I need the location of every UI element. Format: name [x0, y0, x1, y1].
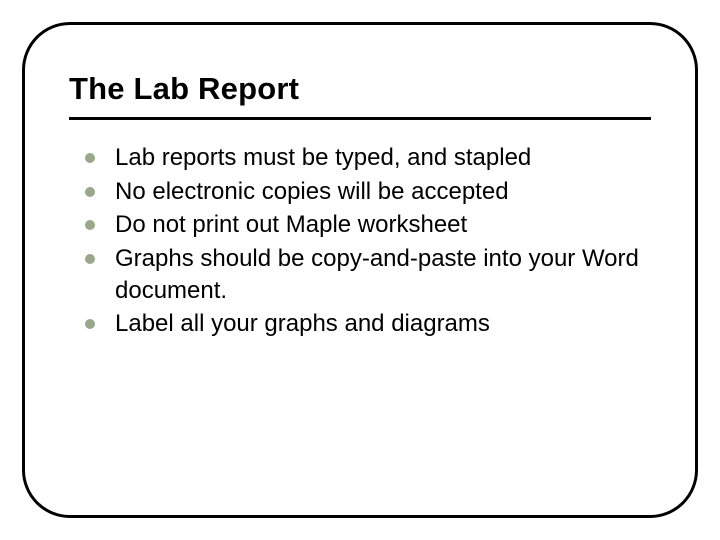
list-item: Lab reports must be typed, and stapled [77, 142, 651, 174]
list-item: No electronic copies will be accepted [77, 176, 651, 208]
slide-title: The Lab Report [69, 71, 651, 120]
list-item: Label all your graphs and diagrams [77, 308, 651, 340]
bullet-text: No electronic copies will be accepted [115, 178, 509, 205]
list-item: Do not print out Maple worksheet [77, 209, 651, 241]
bullet-text: Graphs should be copy-and-paste into you… [115, 245, 639, 304]
bullet-text: Do not print out Maple worksheet [115, 211, 467, 238]
bullet-list: Lab reports must be typed, and stapled N… [69, 142, 651, 340]
bullet-text: Lab reports must be typed, and stapled [115, 144, 531, 171]
bullet-text: Label all your graphs and diagrams [115, 310, 490, 337]
slide-frame: The Lab Report Lab reports must be typed… [22, 22, 698, 518]
list-item: Graphs should be copy-and-paste into you… [77, 243, 651, 306]
